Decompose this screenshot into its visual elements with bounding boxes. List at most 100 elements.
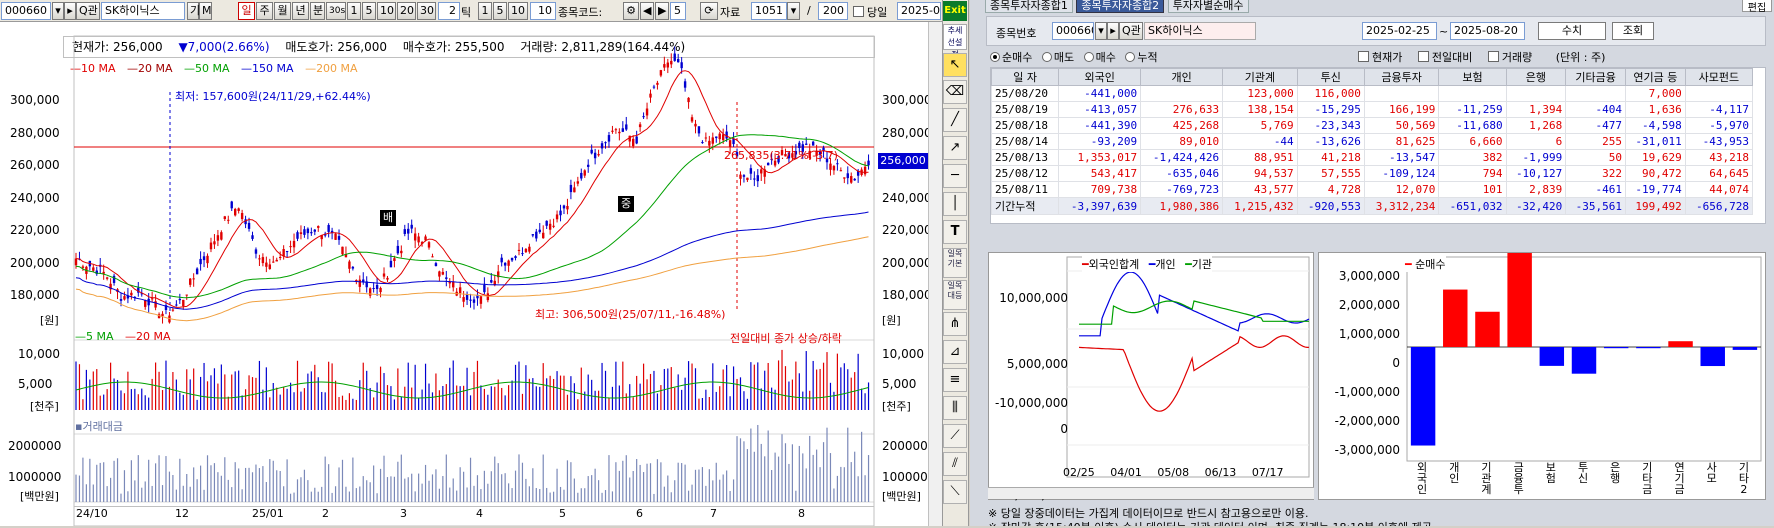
check-prev-diff[interactable]: 전일대비 [1417,51,1472,64]
query-button[interactable]: 조회 [1612,22,1654,40]
gann-grid-icon[interactable]: ⫽ [943,452,967,476]
fibo-fan-icon[interactable]: ⊿ [943,340,967,364]
column-header[interactable]: 금융투자 [1363,68,1440,86]
candle-body [801,144,804,152]
trendline-settings-button[interactable]: 추세선설정 [943,24,967,59]
tab-investor-summary-2[interactable]: 종목투자자종합2 [1076,0,1165,13]
column-header[interactable]: 보험 [1438,68,1507,86]
investor-table[interactable]: 일 자 외국인 개인 기관계 투신 금융투자 보험 은행 기타금융 연기금 등 사모펀드 25/08… [990,67,1766,224]
period-week-button[interactable]: 주 [256,2,273,20]
column-header[interactable]: 외국인 [1058,68,1142,86]
gann-fan-icon[interactable]: ⟋ [943,424,967,448]
total-row[interactable]: 기간누적 -3,397,639 1,980,386 1,215,432 -920,553… [991,197,1754,215]
candle-body [663,64,666,68]
data-dropdown-button[interactable]: ▾ [787,2,800,20]
fan-tool-icon[interactable]: ⋔ [943,312,967,336]
table-cell: 6,660 [1438,133,1507,150]
right-code-next[interactable]: ▸ [1107,22,1119,40]
table-row[interactable]: 25/08/12 543,417 -635,046 94,537 57,555 -109,… [991,165,1754,182]
price-chart-svg[interactable] [0,22,942,526]
period-1-button[interactable]: 1 [347,2,361,20]
line-tool-icon[interactable]: ╱ [943,108,967,132]
date-from-input[interactable]: 2025-02-25 [1362,22,1437,40]
ray-tool-icon[interactable]: ↗ [943,136,967,160]
tab-investor-summary-1[interactable]: 종목투자자종합1 [985,0,1073,13]
eraser-icon[interactable]: ⌫ [943,80,967,104]
tick-5-button[interactable]: 5 [493,2,507,20]
net-buy-bar-chart[interactable] [1319,250,1767,501]
date-input[interactable]: 2025-0 [897,2,941,20]
right-stock-name-field[interactable]: SK하이닉스 [1144,22,1256,40]
date-to-input[interactable]: 2025-08-20 [1450,22,1525,40]
option-m-button[interactable]: M [199,2,212,20]
stock-search-button[interactable]: Q관 [76,2,100,20]
period-year-button[interactable]: 년 [292,2,309,20]
tick-input[interactable]: 2 [438,2,460,20]
vertical-line-icon[interactable]: │ [943,192,967,216]
next-stock-button[interactable]: ▸ [64,2,76,20]
column-header[interactable]: 은행 [1505,68,1567,86]
data-refresh-button[interactable]: ⟳ [700,2,718,20]
column-header[interactable]: 일 자 [991,68,1060,86]
column-header[interactable]: 기타금융 [1565,68,1627,86]
column-header[interactable]: 기관계 [1222,68,1298,86]
text-tool-icon[interactable]: T [943,220,967,244]
period-lines-icon[interactable]: ⫼ [943,396,967,420]
code-count-input[interactable]: 5 [670,2,686,20]
tick-count-input[interactable]: 10 [530,2,556,20]
table-row[interactable]: 25/08/18 -441,390 425,268 5,769 -23,343 50,56… [991,117,1754,134]
stock-code-input[interactable]: 000660 [1,2,51,20]
radio-cumulative[interactable]: 누적 [1125,51,1158,64]
period-20-button[interactable]: 20 [397,2,416,20]
stock-name-field[interactable]: SK하이닉스 [101,2,185,20]
table-row[interactable]: 25/08/20 -441,000 123,000 116,000 7,000 [991,85,1754,102]
today-checkbox[interactable]: 당일 [853,4,887,20]
period-5-button[interactable]: 5 [362,2,376,20]
prev-button[interactable]: ◀ [640,2,654,20]
table-row[interactable]: 25/08/19 -413,057 276,633 138,154 -15,295 166… [991,101,1754,118]
right-code-dropdown[interactable]: ▾ [1095,22,1107,40]
code-dropdown-button[interactable]: ▾ [52,2,64,20]
settings-button[interactable]: ⚙ [623,2,639,20]
value-button[interactable]: 수치 [1538,22,1606,40]
left-scrollbar[interactable] [928,22,942,526]
tick-1-button[interactable]: 1 [478,2,492,20]
marker-bae[interactable]: 배 [380,210,396,226]
cursor-icon[interactable]: ↖ [943,53,967,77]
period-day-button[interactable]: 일 [238,2,255,20]
table-row[interactable]: 25/08/13 1,353,017 -1,424,426 88,951 41,218-… [991,149,1754,166]
table-row[interactable]: 25/08/11 709,738 -769,723 43,577 4,728 12,070… [991,181,1754,198]
column-header[interactable]: 연기금 등 [1625,68,1686,86]
period-30-button[interactable]: 30 [417,2,436,20]
period-10-button[interactable]: 10 [377,2,396,20]
speed-line-icon[interactable]: ⟍ [943,480,967,504]
period-month-button[interactable]: 월 [274,2,291,20]
check-volume[interactable]: 거래량 [1487,51,1532,64]
column-header[interactable]: 사모펀드 [1684,68,1754,86]
right-code-input[interactable]: 000660 [1052,22,1094,40]
table-row[interactable]: 25/08/14 -93,209 89,010 -44 -13,626 81,625 6,6… [991,133,1754,150]
tick-10-button[interactable]: 10 [508,2,528,20]
channel-tool-icon[interactable]: ≡ [943,368,967,392]
edit-button[interactable]: 편집 [1742,0,1772,14]
tab-investor-net-buy[interactable]: 투자자별순매수 [1167,0,1249,13]
marker-jung[interactable]: 중 [618,196,634,212]
line-chart-scrollbar[interactable] [988,487,1314,499]
ichimoku-equal-button[interactable]: 일목대등 [943,280,967,310]
column-header[interactable]: 개인 [1140,68,1224,86]
option-gi-button[interactable]: 기 [187,2,200,20]
horizontal-line-icon[interactable]: ─ [943,164,967,188]
period-minute-button[interactable]: 분 [310,2,325,20]
radio-buy[interactable]: 매수 [1083,51,1116,64]
exit-button[interactable]: Exit [943,1,967,21]
radio-sell[interactable]: 매도 [1041,51,1074,64]
data-count-input[interactable]: 1051 [751,2,787,20]
radio-net-buy[interactable]: 순매수 [990,51,1032,64]
ichimoku-basic-button[interactable]: 일목기본 [943,248,967,278]
next-button[interactable]: ▶ [655,2,669,20]
page-total-input[interactable]: 200 [818,2,848,20]
column-header[interactable]: 투신 [1296,68,1365,86]
right-stock-search-button[interactable]: Q관 [1119,22,1143,40]
check-current-price[interactable]: 현재가 [1358,51,1402,64]
period-30s-button[interactable]: 30s [326,2,346,20]
